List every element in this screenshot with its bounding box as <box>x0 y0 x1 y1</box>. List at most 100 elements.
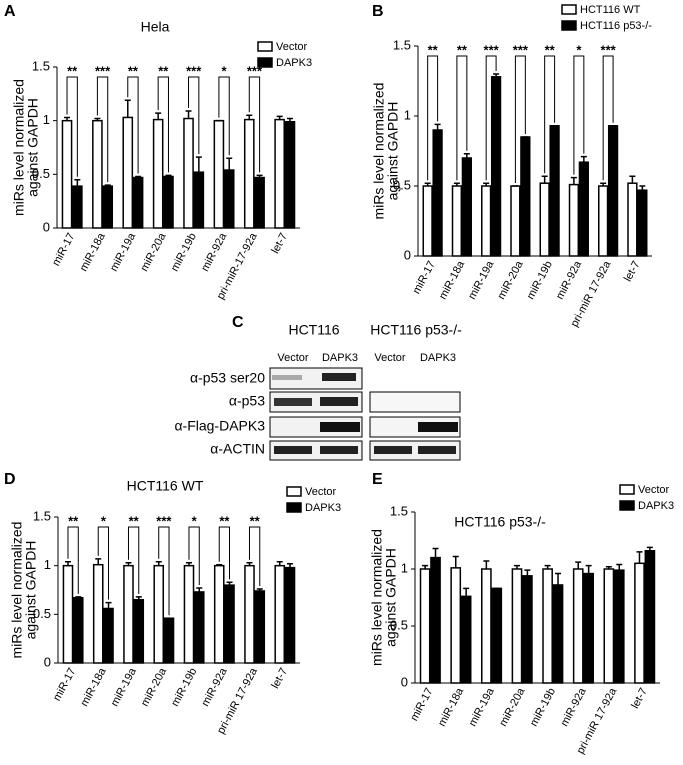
legend-swatch <box>619 484 635 495</box>
bar <box>598 185 609 257</box>
significance-label: ** <box>68 513 79 528</box>
error-bar <box>276 115 283 120</box>
row-label: α-Flag-DAPK3 <box>174 418 265 434</box>
error-bar <box>513 564 520 569</box>
significance-bracket <box>158 526 170 616</box>
legend-label: HCT116 p53-/- <box>580 20 652 32</box>
x-tick-label: miR-19a <box>108 230 139 273</box>
bar <box>284 566 296 664</box>
chart-title: HCT116 p53-/- <box>454 514 546 530</box>
group-label: HCT116 p53-/- <box>370 322 462 338</box>
x-tick-label: let-7 <box>622 259 643 284</box>
panel-label: B <box>372 3 384 20</box>
significance-bracket <box>544 55 556 174</box>
error-bar <box>196 587 203 592</box>
x-tick-label: miR-17 <box>411 259 438 296</box>
error-bar <box>424 182 431 186</box>
error-bar <box>246 114 253 120</box>
significance-bracket <box>485 55 497 181</box>
bar <box>163 617 175 664</box>
bar <box>549 125 560 257</box>
bar <box>274 118 285 229</box>
bar <box>490 76 502 257</box>
bar <box>243 118 255 229</box>
significance-label: *** <box>156 513 172 528</box>
significance-bracket <box>248 526 261 587</box>
error-bar <box>629 175 636 184</box>
x-tick-label: miR-17 <box>408 686 435 723</box>
lane-label: Vector <box>374 352 406 364</box>
x-tick-label: let-7 <box>269 666 290 691</box>
significance-label: ** <box>428 42 439 57</box>
error-bar <box>124 99 131 118</box>
error-bar <box>276 561 283 566</box>
x-tick-label: miR-92a <box>559 685 590 728</box>
bar <box>103 607 114 664</box>
significance-label: ** <box>129 513 140 528</box>
lane-label: DAPK3 <box>322 352 358 364</box>
band <box>320 397 358 406</box>
error-bar <box>256 174 263 178</box>
bar <box>572 568 584 684</box>
y-axis-label: miRs level normalized <box>369 529 385 666</box>
error-bar <box>226 157 233 171</box>
lane-label: DAPK3 <box>420 352 456 364</box>
error-bar <box>575 561 582 569</box>
error-bar <box>524 569 531 576</box>
significance-label: * <box>576 42 582 57</box>
y-axis-label: miRs level normalized <box>9 522 25 659</box>
x-tick-label: miR-19a <box>466 258 497 301</box>
bar <box>419 568 431 684</box>
bar <box>451 185 463 257</box>
significance-bracket <box>427 55 439 181</box>
bar <box>450 567 462 684</box>
row-label: α-ACTIN <box>210 441 265 457</box>
error-bar <box>570 176 577 185</box>
bar <box>644 550 656 684</box>
legend-swatch <box>286 502 302 513</box>
bar <box>224 584 235 664</box>
bar <box>539 182 550 257</box>
bar <box>634 562 645 684</box>
x-tick-label: miR-19a <box>467 685 498 728</box>
significance-bracket <box>127 526 140 594</box>
bar <box>62 564 74 664</box>
y-tick-label: 0.5 <box>32 166 50 181</box>
legend-swatch <box>561 4 577 15</box>
error-bar <box>246 561 253 566</box>
bar <box>223 169 235 229</box>
significance-bracket <box>248 76 261 173</box>
error-bar <box>434 123 441 130</box>
bar <box>102 185 114 229</box>
x-tick-label: miR-18a <box>436 685 467 728</box>
error-bar <box>105 601 112 609</box>
blot-box <box>369 440 461 461</box>
significance-bracket <box>218 76 230 156</box>
bar <box>92 119 103 229</box>
legend-label: DAPK3 <box>638 500 674 512</box>
bar <box>520 136 531 257</box>
band <box>274 446 312 454</box>
bar <box>213 119 225 229</box>
row-label: α-p53 <box>229 393 265 409</box>
y-tick-label: 0 <box>43 219 50 234</box>
legend-label: HCT116 WT <box>580 4 641 16</box>
legend-label: DAPK3 <box>305 502 341 514</box>
error-bar <box>135 175 142 178</box>
bar <box>72 597 84 664</box>
band <box>418 446 456 454</box>
bar <box>152 118 164 229</box>
western-blot: C HCT116 HCT116 p53-/- Vector DAPK3 Vect… <box>174 314 462 461</box>
bar <box>274 564 286 664</box>
band <box>272 375 302 380</box>
error-bar <box>104 184 111 187</box>
significance-label: ** <box>545 42 556 57</box>
y-tick-label: 0 <box>44 654 51 669</box>
bar <box>430 556 441 684</box>
bar <box>61 119 73 229</box>
y-axis-label: against GAPDH <box>385 102 401 201</box>
bar <box>510 185 521 257</box>
x-tick-label: miR-17 <box>50 231 77 268</box>
error-bar <box>605 565 612 569</box>
band <box>418 422 458 432</box>
